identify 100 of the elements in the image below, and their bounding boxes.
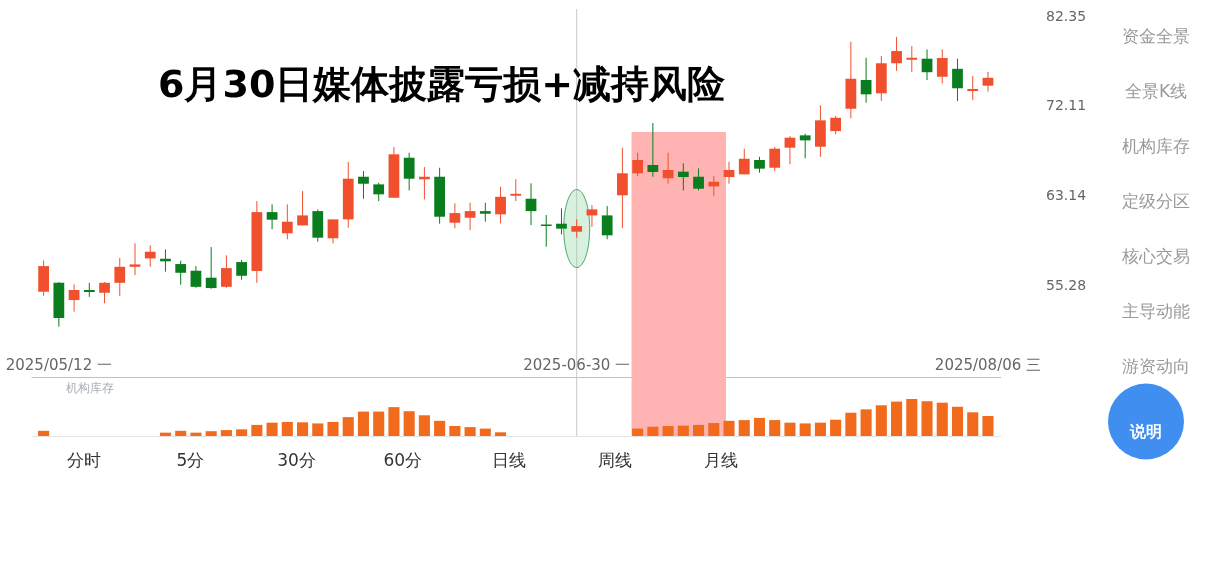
candlestick xyxy=(982,71,994,93)
candlestick xyxy=(205,246,217,290)
candlestick xyxy=(327,218,339,244)
candlestick xyxy=(677,162,689,191)
bar xyxy=(632,428,644,436)
bar xyxy=(875,405,887,436)
candlestick xyxy=(129,242,141,276)
candlestick xyxy=(967,75,979,101)
bar xyxy=(921,401,933,436)
bar xyxy=(479,428,491,436)
bar xyxy=(373,411,385,436)
bar xyxy=(784,422,796,436)
bar xyxy=(495,432,507,436)
text: 分时 xyxy=(67,450,102,470)
bar xyxy=(982,416,994,436)
candlestick xyxy=(601,205,613,240)
candlestick xyxy=(190,265,202,289)
text: 资金全景 xyxy=(1122,25,1190,46)
candlestick xyxy=(449,202,461,229)
candlestick xyxy=(952,58,963,102)
candlestick xyxy=(281,203,293,240)
bar xyxy=(281,421,293,436)
bar xyxy=(38,430,50,436)
bar xyxy=(951,406,964,436)
candlestick xyxy=(297,190,308,226)
candlestick xyxy=(936,48,948,84)
bar xyxy=(830,419,842,436)
y-tick-label: 82.35 xyxy=(1045,7,1087,24)
bar xyxy=(891,401,903,436)
candlestick xyxy=(662,152,674,185)
candlestick xyxy=(617,147,628,229)
bar xyxy=(708,423,720,436)
bar xyxy=(738,420,750,436)
bar xyxy=(403,411,415,436)
text: 主导动能 xyxy=(1122,300,1190,321)
bar xyxy=(175,430,187,436)
bar xyxy=(845,412,857,436)
y-tick-label: 72.11 xyxy=(1045,97,1087,114)
text: 机构库存 xyxy=(1122,135,1190,156)
text: 定级分区 xyxy=(1122,190,1190,211)
bar xyxy=(312,423,324,436)
y-tick-label: 63.14 xyxy=(1045,187,1087,204)
candlestick xyxy=(114,257,126,297)
bar xyxy=(814,422,826,436)
bar xyxy=(753,417,766,436)
text: 60分 xyxy=(383,450,423,470)
y-tick-label: 55.28 xyxy=(1045,276,1087,293)
candlestick xyxy=(221,254,232,289)
bar xyxy=(297,422,309,436)
bar xyxy=(860,409,872,436)
bar xyxy=(769,420,781,436)
candlestick xyxy=(738,148,750,175)
bar xyxy=(357,411,370,436)
candlestick xyxy=(266,203,278,230)
bar xyxy=(327,421,339,436)
bar xyxy=(388,407,400,436)
x-tick-label: 2025/05/12 一 xyxy=(5,356,112,374)
bar xyxy=(936,402,948,436)
candlestick xyxy=(723,161,735,185)
bar xyxy=(647,426,659,436)
candlestick xyxy=(891,36,902,72)
candlestick xyxy=(99,281,110,304)
x-tick-label: 2025/08/06 三 xyxy=(934,356,1042,374)
text: 日线 xyxy=(491,450,526,470)
candlestick xyxy=(479,202,491,223)
bar xyxy=(799,423,811,436)
bar xyxy=(449,426,461,436)
bar xyxy=(677,425,689,436)
candlestick xyxy=(464,202,476,231)
text: 核心交易 xyxy=(1121,245,1190,266)
candlestick xyxy=(540,214,552,248)
candlestick xyxy=(693,167,704,191)
candlestick xyxy=(906,45,918,73)
text: 全景K线 xyxy=(1124,80,1188,101)
bar xyxy=(967,412,979,436)
candlestick xyxy=(799,133,811,159)
bar xyxy=(220,430,232,436)
candlestick xyxy=(525,182,537,226)
bar xyxy=(251,424,263,436)
bar xyxy=(342,417,354,436)
candlestick xyxy=(830,115,842,135)
candlestick xyxy=(586,204,598,228)
candlestick xyxy=(647,122,659,178)
bar xyxy=(266,422,278,436)
candlestick xyxy=(571,218,583,239)
candlestick xyxy=(358,170,369,200)
candlestick xyxy=(632,152,644,177)
candlestick xyxy=(510,178,522,202)
candlestick xyxy=(236,259,248,281)
candlestick xyxy=(784,135,796,165)
candlestick xyxy=(373,182,385,202)
candlestick xyxy=(68,283,80,313)
text: 周线 xyxy=(598,450,633,470)
bar xyxy=(434,420,446,436)
candlestick xyxy=(769,146,781,172)
text: 30分 xyxy=(277,450,316,470)
bar xyxy=(693,424,705,436)
bar xyxy=(723,420,735,436)
candlestick xyxy=(860,57,872,104)
bar xyxy=(662,426,674,436)
